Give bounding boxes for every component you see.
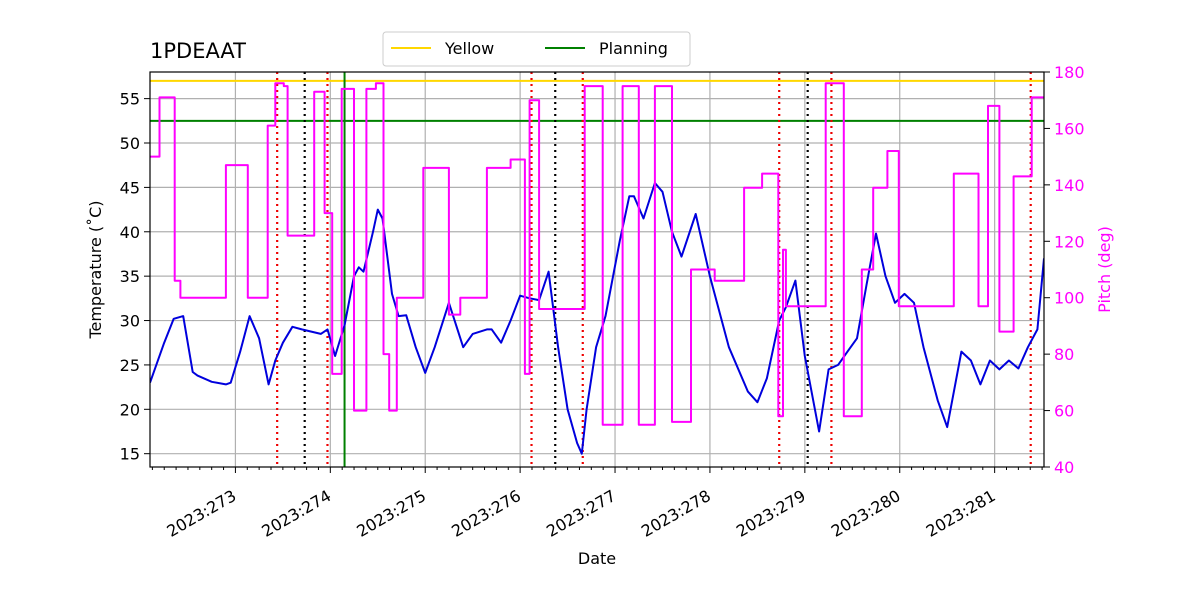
y-left-tick-label: 20 xyxy=(120,400,140,419)
chart-title: 1PDEAAT xyxy=(150,39,246,63)
event-lines xyxy=(276,72,1032,467)
y-left-tick-label: 35 xyxy=(120,267,140,286)
y-left-tick-label: 15 xyxy=(120,445,140,464)
y-axis-label-right: Pitch (deg) xyxy=(1095,226,1114,313)
y-left-tick-label: 55 xyxy=(120,90,140,109)
pitch-series-line xyxy=(150,82,1044,426)
plot-frame xyxy=(149,71,1045,468)
legend-box xyxy=(382,31,691,67)
y-axis-label-left: Temperature (˚C) xyxy=(86,200,105,339)
legend-label-planning: Planning xyxy=(599,39,668,58)
legend-label-yellow: Yellow xyxy=(444,39,494,58)
y-right-tick-label: 160 xyxy=(1054,119,1085,138)
data-series xyxy=(150,82,1044,455)
y-right-tick-label: 140 xyxy=(1054,176,1085,195)
y-left-tick-label: 45 xyxy=(120,178,140,197)
temperature-series-line xyxy=(150,182,1044,455)
y-left-tick-label: 25 xyxy=(120,356,140,375)
grid-lines xyxy=(150,72,1044,467)
y-right-tick-label: 100 xyxy=(1054,289,1085,308)
limit-lines xyxy=(150,79,1044,122)
y-right-tick-label: 120 xyxy=(1054,232,1085,251)
y-left-tick-label: 50 xyxy=(120,134,140,153)
y-right-tick-label: 60 xyxy=(1054,402,1074,421)
y-left-tick-label: 30 xyxy=(120,312,140,331)
y-left-tick-label: 40 xyxy=(120,223,140,242)
y-right-tick-label: 180 xyxy=(1054,63,1085,82)
x-axis-label: Date xyxy=(578,549,616,568)
legend: Yellow Planning xyxy=(382,31,691,67)
y-right-tick-label: 40 xyxy=(1054,458,1074,477)
y-right-tick-label: 80 xyxy=(1054,345,1074,364)
